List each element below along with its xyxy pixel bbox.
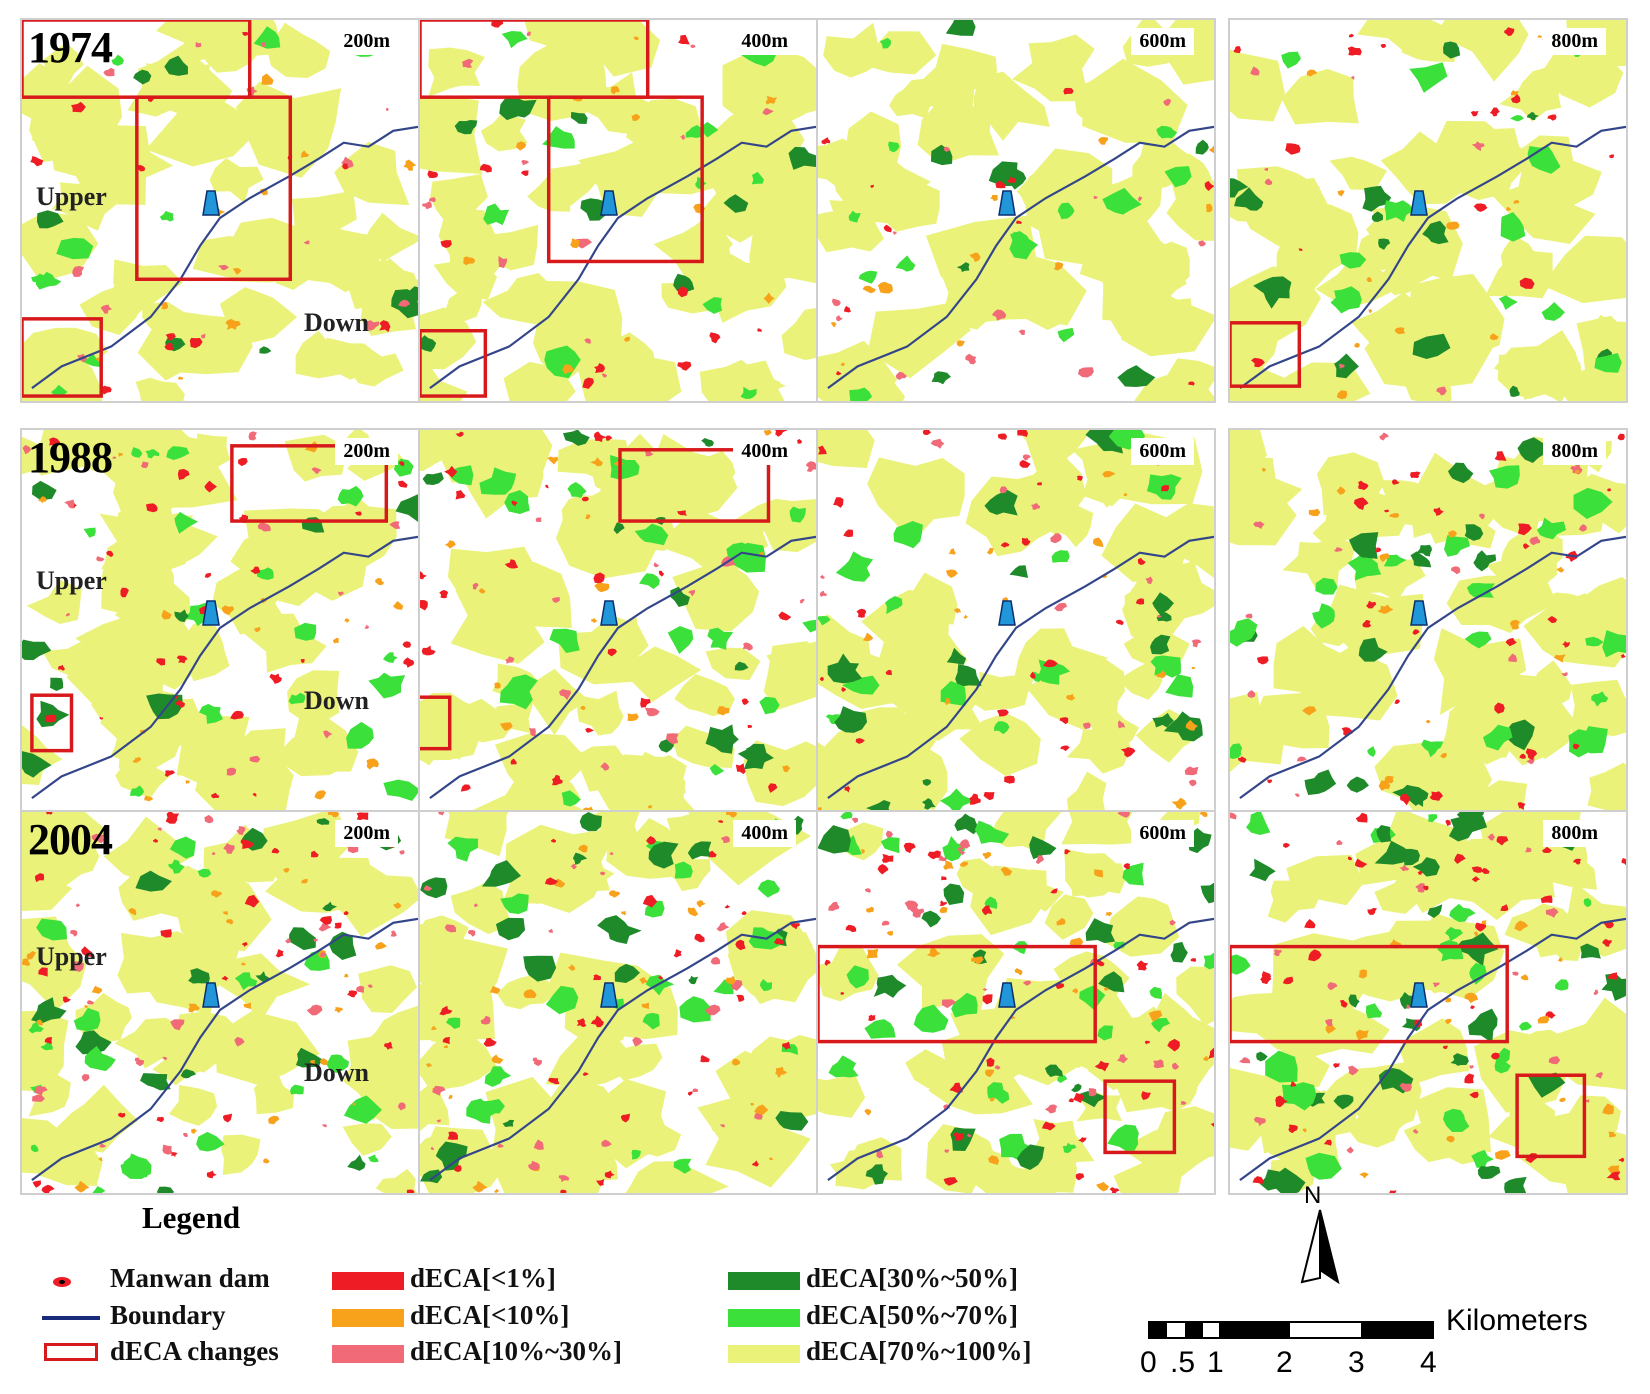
- legend-swatch: [728, 1345, 800, 1363]
- map-canvas: [420, 20, 816, 401]
- distance-label: 800m: [1543, 438, 1606, 465]
- distance-label: 600m: [1131, 438, 1194, 465]
- map-canvas: [22, 20, 418, 401]
- manwan-dam-icon: [202, 190, 220, 216]
- scale-unit: Kilometers: [1446, 1304, 1588, 1337]
- map-panel-1974-600m: 600m: [816, 18, 1216, 403]
- distance-label: 200m: [335, 820, 398, 847]
- scale-tick-label: 3: [1348, 1346, 1365, 1379]
- map-canvas: [818, 812, 1214, 1193]
- map-panel-2004-800m: 800m: [1228, 810, 1628, 1195]
- legend-changes-label: dECA changes: [110, 1336, 279, 1366]
- manwan-dam-icon: [202, 600, 220, 626]
- legend-swatch: [332, 1309, 404, 1327]
- scale-tick-label: 1: [1207, 1346, 1224, 1379]
- map-panel-1974-800m: 800m: [1228, 18, 1628, 403]
- legend-swatch: [332, 1272, 404, 1290]
- legend-class-label: dECA[50%~70%]: [806, 1300, 1019, 1330]
- legend-class-label: dECA[<1%]: [410, 1263, 556, 1293]
- change-box-icon: [44, 1343, 98, 1361]
- distance-label: 200m: [335, 438, 398, 465]
- map-canvas: [818, 20, 1214, 401]
- map-panel-1988-800m: 800m: [1228, 428, 1628, 813]
- legend-swatch: [728, 1309, 800, 1327]
- dam-symbol-icon: [53, 1277, 71, 1287]
- distance-label: 600m: [1131, 28, 1194, 55]
- map-panel-1988-400m: 400m: [418, 428, 818, 813]
- year-label: 2004: [28, 815, 113, 864]
- scale-bar: [1148, 1321, 1434, 1339]
- distance-label: 200m: [335, 28, 398, 55]
- map-canvas: [420, 812, 816, 1193]
- distance-label: 600m: [1131, 820, 1194, 847]
- upper-label: Upper: [36, 566, 107, 595]
- manwan-dam-icon: [998, 190, 1016, 216]
- legend-boundary-label: Boundary: [110, 1300, 226, 1330]
- manwan-dam-icon: [1410, 190, 1428, 216]
- distance-label: 400m: [733, 438, 796, 465]
- legend-dam-label: Manwan dam: [110, 1263, 270, 1293]
- scale-tick-label: .5: [1170, 1346, 1196, 1379]
- legend-class-label: dECA[10%~30%]: [410, 1336, 623, 1366]
- map-panel-1974-200m: 200m 1974 Upper Down: [20, 18, 420, 403]
- map-canvas: [1230, 20, 1626, 401]
- map-canvas: [22, 812, 418, 1193]
- map-canvas: [22, 430, 418, 811]
- manwan-dam-icon: [998, 600, 1016, 626]
- distance-label: 400m: [733, 28, 796, 55]
- map-canvas: [420, 430, 816, 811]
- manwan-dam-icon: [202, 982, 220, 1008]
- distance-label: 800m: [1543, 28, 1606, 55]
- manwan-dam-icon: [1410, 600, 1428, 626]
- manwan-dam-icon: [600, 190, 618, 216]
- scale-tick-label: 0: [1140, 1346, 1157, 1379]
- year-label: 1988: [28, 433, 113, 482]
- legend-swatch: [332, 1345, 404, 1363]
- legend-class-label: dECA[70%~100%]: [806, 1336, 1032, 1366]
- legend-swatch: [728, 1272, 800, 1290]
- upper-label: Upper: [36, 182, 107, 211]
- north-arrow-icon: [1300, 1209, 1340, 1284]
- down-label: Down: [304, 1058, 370, 1087]
- map-canvas: [1230, 812, 1626, 1193]
- legend-class-label: dECA[<10%]: [410, 1300, 570, 1330]
- map-panel-1988-600m: 600m: [816, 428, 1216, 813]
- upper-label: Upper: [36, 942, 107, 971]
- distance-label: 400m: [733, 820, 796, 847]
- map-panel-2004-400m: 400m: [418, 810, 818, 1195]
- manwan-dam-icon: [600, 600, 618, 626]
- manwan-dam-icon: [600, 982, 618, 1008]
- map-panel-2004-600m: 600m: [816, 810, 1216, 1195]
- scale-tick-label: 4: [1420, 1346, 1437, 1379]
- north-label: N: [1304, 1182, 1322, 1209]
- map-panel-1974-400m: 400m: [418, 18, 818, 403]
- distance-label: 800m: [1543, 820, 1606, 847]
- manwan-dam-icon: [998, 982, 1016, 1008]
- map-canvas: [1230, 430, 1626, 811]
- manwan-dam-icon: [1410, 982, 1428, 1008]
- map-panel-1988-200m: 200m 1988 Upper Down: [20, 428, 420, 813]
- boundary-line-icon: [42, 1316, 100, 1320]
- legend-title: Legend: [142, 1200, 241, 1235]
- year-label: 1974: [28, 23, 113, 72]
- scale-tick-label: 2: [1276, 1346, 1293, 1379]
- legend-class-label: dECA[30%~50%]: [806, 1263, 1019, 1293]
- down-label: Down: [304, 686, 370, 715]
- down-label: Down: [304, 308, 370, 337]
- map-canvas: [818, 430, 1214, 811]
- map-panel-2004-200m: 200m 2004 Upper Down: [20, 810, 420, 1195]
